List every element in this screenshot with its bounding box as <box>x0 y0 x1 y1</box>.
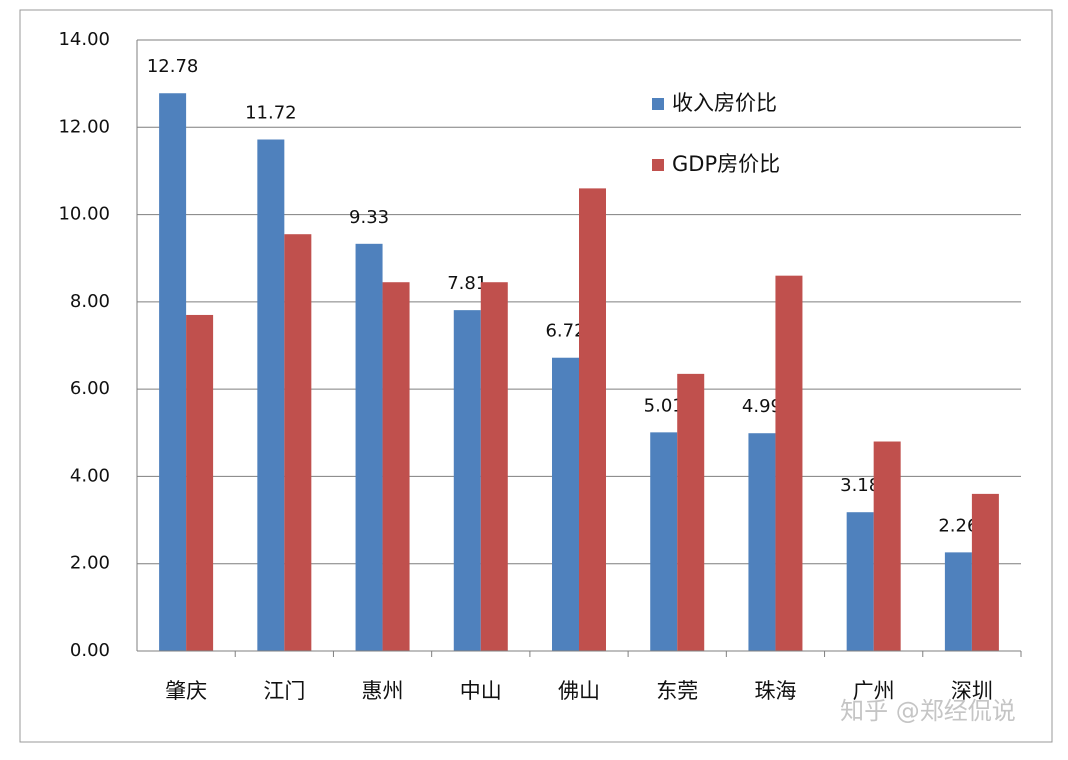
bar <box>873 441 901 651</box>
data-label: 12.78 <box>147 56 199 77</box>
data-label: 7.81 <box>447 273 487 294</box>
bar <box>257 139 285 651</box>
data-label: 5.01 <box>644 395 684 416</box>
bar <box>480 282 508 651</box>
y-tick-label: 4.00 <box>70 465 110 486</box>
chart-frame <box>19 9 1053 743</box>
bar <box>775 275 803 651</box>
legend-swatch <box>652 159 664 171</box>
x-tick-label: 肇庆 <box>165 679 207 703</box>
data-label: 4.99 <box>742 396 782 417</box>
x-tick-label: 广州 <box>853 679 895 703</box>
x-tick-label: 中山 <box>460 679 502 703</box>
watermark: 知乎 @郑经侃说 <box>840 697 1016 725</box>
bar <box>579 188 606 651</box>
x-tick-label: 佛山 <box>558 679 600 703</box>
y-tick-label: 10.00 <box>58 204 110 225</box>
bar <box>971 493 999 651</box>
y-tick-label: 6.00 <box>70 378 110 399</box>
x-tick-label: 深圳 <box>951 679 993 703</box>
bar <box>453 310 481 651</box>
bar <box>382 282 410 651</box>
bar <box>650 432 678 651</box>
legend-label: GDP房价比 <box>672 152 780 176</box>
bar <box>846 512 874 651</box>
y-tick-label: 14.00 <box>58 29 110 50</box>
data-label: 11.72 <box>245 103 297 124</box>
bar <box>159 93 187 652</box>
data-label: 3.18 <box>840 475 880 496</box>
y-tick-label: 2.00 <box>70 553 110 574</box>
bar <box>552 357 579 651</box>
bar <box>355 243 383 652</box>
data-label: 9.33 <box>349 207 389 228</box>
y-tick-label: 12.00 <box>58 116 110 137</box>
x-tick-label: 惠州 <box>362 679 404 703</box>
bar <box>748 433 776 651</box>
y-tick-label: 0.00 <box>70 640 110 661</box>
legend-label: 收入房价比 <box>672 91 777 115</box>
bar <box>944 552 972 651</box>
x-tick-label: 东莞 <box>656 679 698 703</box>
bar <box>284 234 312 652</box>
legend-swatch <box>652 98 664 110</box>
x-tick-label: 江门 <box>263 679 305 703</box>
y-tick-label: 8.00 <box>70 291 110 312</box>
bar <box>186 314 214 651</box>
data-label: 2.26 <box>938 515 978 536</box>
bar <box>677 373 705 651</box>
x-tick-label: 珠海 <box>754 679 796 703</box>
data-label: 6.72 <box>545 321 585 342</box>
